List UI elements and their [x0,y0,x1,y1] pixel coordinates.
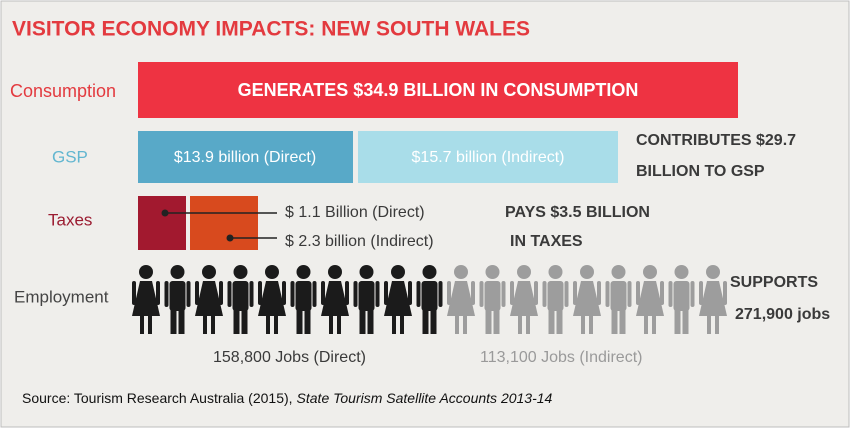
bar-text: $15.7 billion (Indirect) [412,149,565,166]
bar-text: $13.9 billion (Direct) [174,149,316,166]
jobs-text: 113,100 Jobs (Indirect) [480,349,642,366]
summary: 271,900 jobs [735,306,830,323]
consumption-bar [138,62,738,118]
row-label: Taxes [48,210,92,229]
source-publication: State Tourism Satellite Accounts 2013-14 [297,390,553,406]
summary: IN TAXES [510,233,583,250]
gsp-direct-bar [138,131,353,183]
leader-dot [161,209,169,217]
title: VISITOR ECONOMY IMPACTS: NEW SOUTH WALES [12,18,530,41]
summary: SUPPORTS [730,274,818,291]
gsp-indirect-bar [358,131,618,183]
tax-indirect-box [190,196,258,250]
leader-dot [226,234,234,242]
bar-text: GENERATES $34.9 BILLION IN CONSUMPTION [238,80,639,100]
jobs-text: 158,800 Jobs (Direct) [213,349,366,366]
row-label: Employment [14,287,109,306]
tax-text: $ 2.3 billion (Indirect) [285,233,434,250]
summary: BILLION TO GSP [636,163,765,180]
tax-direct-box [138,196,186,250]
row-label: Consumption [10,81,116,101]
source-text: Source: Tourism Research Australia (2015… [22,390,293,406]
summary: CONTRIBUTES $29.7 [636,132,796,149]
summary: PAYS $3.5 BILLION [505,204,650,221]
source: Source: Tourism Research Australia (2015… [22,390,553,406]
row-label: GSP [52,147,88,166]
tax-text: $ 1.1 Billion (Direct) [285,204,425,221]
